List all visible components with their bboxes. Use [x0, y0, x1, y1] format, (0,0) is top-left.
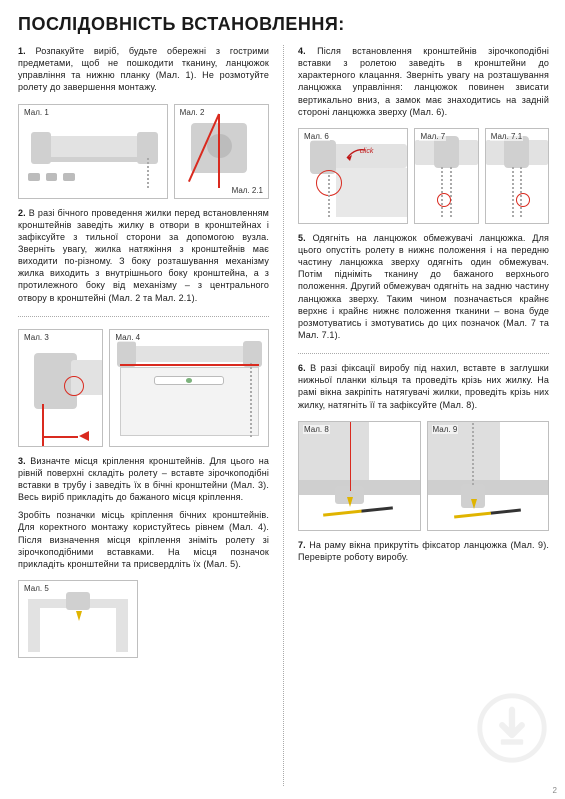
- figure-9: Мал. 9: [427, 421, 550, 531]
- watermark-icon: [477, 693, 547, 763]
- step-2-num: 2.: [18, 208, 26, 218]
- figure-9-label: Мал. 9: [432, 425, 459, 434]
- left-column: 1. Розпакуйте виріб, будьте обережні з г…: [18, 45, 269, 786]
- step-7: 7. На раму вікна прикрутіть фіксатор лан…: [298, 539, 549, 563]
- figure-71: Мал. 7.1: [485, 128, 549, 224]
- figure-8-label: Мал. 8: [303, 425, 330, 434]
- step-6-text: В разі фіксації виробу під нахил, вставт…: [298, 363, 549, 409]
- step-3a: 3. Визначте місця кріплення кронштейнів.…: [18, 455, 269, 504]
- figure-3: Мал. 3: [18, 329, 103, 447]
- figure-6: Мал. 6 click: [298, 128, 408, 224]
- figure-2-label: Мал. 2: [179, 108, 206, 117]
- figure-71-label: Мал. 7.1: [490, 132, 523, 141]
- figure-5-label: Мал. 5: [23, 584, 50, 593]
- step-5-num: 5.: [298, 233, 306, 243]
- figure-1: Мал. 1: [18, 104, 168, 199]
- step-4: 4. Після встановлення кронштейнів зірочк…: [298, 45, 549, 118]
- separator-v: [283, 45, 284, 786]
- step-1-text: Розпакуйте виріб, будьте обережні з гост…: [18, 46, 269, 92]
- step-5-text: Одягніть на ланцюжок обмежувачі ланцюжка…: [298, 233, 549, 340]
- figure-8: Мал. 8: [298, 421, 421, 531]
- step-3b: Зробіть позначки місць кріплення бічних …: [18, 509, 269, 570]
- step-1: 1. Розпакуйте виріб, будьте обережні з г…: [18, 45, 269, 94]
- step-3b-text: Зробіть позначки місць кріплення бічних …: [18, 510, 269, 569]
- page-number: 2: [553, 786, 557, 795]
- separator-h-right: [298, 353, 549, 354]
- page-title: ПОСЛІДОВНІСТЬ ВСТАНОВЛЕННЯ:: [18, 14, 549, 35]
- step-6: 6. В разі фіксації виробу під нахил, вст…: [298, 362, 549, 411]
- figure-3-label: Мал. 3: [23, 333, 50, 342]
- step-7-num: 7.: [298, 540, 306, 550]
- step-3a-text: Визначте місця кріплення кронштейнів. Дл…: [18, 456, 269, 502]
- figure-21-label: Мал. 2.1: [231, 186, 264, 195]
- step-3-num: 3.: [18, 456, 26, 466]
- right-column: 4. Після встановлення кронштейнів зірочк…: [298, 45, 549, 786]
- figure-2: Мал. 2 Мал. 2.1: [174, 104, 269, 199]
- step-1-num: 1.: [18, 46, 26, 56]
- figure-7-label: Мал. 7: [419, 132, 446, 141]
- step-2-text: В разі бічного проведення жилки перед вс…: [18, 208, 269, 303]
- step-6-num: 6.: [298, 363, 306, 373]
- step-2: 2. В разі бічного проведення жилки перед…: [18, 207, 269, 304]
- step-4-num: 4.: [298, 46, 306, 56]
- step-4-text: Після встановлення кронштейнів зірочкопо…: [298, 46, 549, 117]
- figure-4: Мал. 4: [109, 329, 269, 447]
- separator-h-left: [18, 316, 269, 317]
- figure-7: Мал. 7: [414, 128, 478, 224]
- figure-4-label: Мал. 4: [114, 333, 141, 342]
- figure-1-label: Мал. 1: [23, 108, 50, 117]
- step-5: 5. Одягніть на ланцюжок обмежувачі ланцю…: [298, 232, 549, 341]
- figure-5: Мал. 5: [18, 580, 138, 658]
- step-7-text: На раму вікна прикрутіть фіксатор ланцюж…: [298, 540, 549, 562]
- figure-6-label: Мал. 6: [303, 132, 330, 141]
